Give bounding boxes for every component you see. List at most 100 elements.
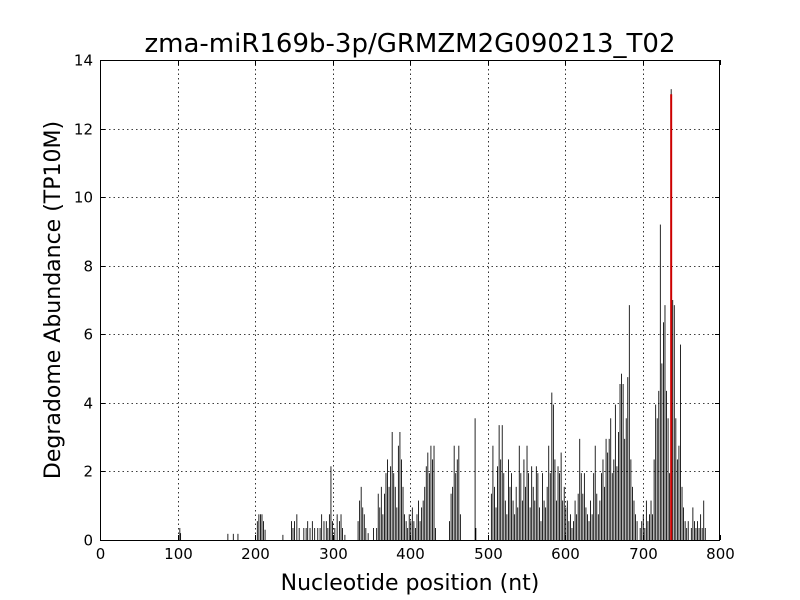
bar bbox=[556, 500, 557, 540]
bar bbox=[604, 486, 605, 540]
bar bbox=[258, 514, 260, 540]
bar bbox=[614, 404, 616, 540]
bar bbox=[619, 384, 621, 540]
bar bbox=[495, 507, 497, 540]
bar bbox=[180, 533, 182, 540]
bar bbox=[625, 418, 627, 540]
bar bbox=[344, 534, 346, 540]
bar bbox=[449, 521, 450, 540]
bar bbox=[669, 473, 671, 540]
bar bbox=[517, 507, 519, 540]
bar bbox=[399, 432, 401, 540]
bar bbox=[590, 500, 591, 540]
bar bbox=[580, 473, 582, 540]
y-tick-label: 0 bbox=[83, 532, 93, 550]
bar bbox=[415, 528, 416, 540]
bar bbox=[701, 528, 703, 540]
bar bbox=[330, 466, 332, 540]
bar bbox=[509, 486, 511, 540]
bar bbox=[570, 514, 571, 540]
bar bbox=[263, 521, 264, 540]
bar bbox=[385, 473, 387, 540]
bar bbox=[694, 521, 695, 540]
bar bbox=[535, 466, 537, 540]
bar bbox=[391, 432, 393, 540]
bar bbox=[678, 445, 680, 540]
bar bbox=[542, 473, 543, 540]
bar bbox=[543, 500, 545, 540]
bar bbox=[260, 514, 261, 540]
bar bbox=[291, 521, 292, 540]
bar bbox=[508, 459, 509, 540]
bar bbox=[560, 452, 562, 540]
bar bbox=[690, 528, 692, 540]
bar bbox=[659, 224, 661, 540]
bar bbox=[583, 473, 585, 540]
bar bbox=[339, 521, 340, 540]
x-tick-label: 400 bbox=[396, 545, 425, 563]
bar bbox=[664, 305, 666, 540]
bar bbox=[380, 486, 382, 540]
bar bbox=[684, 521, 686, 540]
bar bbox=[455, 473, 457, 540]
bar bbox=[563, 486, 565, 540]
bar bbox=[397, 445, 399, 540]
bar bbox=[593, 473, 595, 540]
bar bbox=[661, 363, 663, 540]
bar bbox=[633, 500, 635, 540]
bar bbox=[388, 486, 390, 540]
bar bbox=[328, 514, 330, 540]
bar bbox=[532, 486, 534, 540]
bar bbox=[453, 445, 455, 540]
bar bbox=[498, 425, 500, 540]
bar bbox=[591, 514, 593, 540]
y-tick-label: 4 bbox=[83, 395, 93, 413]
bar bbox=[376, 528, 378, 540]
bar bbox=[686, 528, 688, 540]
bar bbox=[427, 452, 429, 540]
bar bbox=[639, 528, 641, 540]
bar bbox=[411, 507, 413, 540]
bar bbox=[650, 500, 652, 540]
bar bbox=[390, 466, 392, 540]
bar bbox=[394, 486, 396, 540]
bar bbox=[658, 390, 660, 540]
x-tick-label: 700 bbox=[629, 545, 658, 563]
bar bbox=[605, 438, 607, 540]
bars-group bbox=[179, 89, 706, 540]
bar bbox=[645, 500, 647, 540]
bar bbox=[512, 500, 514, 540]
bar bbox=[282, 534, 284, 540]
bar bbox=[607, 452, 609, 540]
bar bbox=[627, 377, 629, 540]
bar bbox=[641, 521, 643, 540]
bar bbox=[540, 521, 542, 540]
bar bbox=[526, 445, 528, 540]
bar bbox=[323, 521, 325, 540]
bar bbox=[632, 486, 633, 540]
bar bbox=[232, 533, 234, 540]
bar bbox=[359, 500, 361, 540]
x-tick-label: 600 bbox=[551, 545, 580, 563]
bar bbox=[515, 486, 517, 540]
bar bbox=[672, 300, 674, 540]
bar bbox=[360, 486, 362, 540]
bar bbox=[579, 438, 581, 540]
bar bbox=[294, 521, 295, 540]
bar bbox=[432, 459, 433, 540]
bar bbox=[616, 466, 618, 540]
bar bbox=[413, 521, 415, 540]
bar bbox=[704, 528, 706, 540]
bar bbox=[676, 459, 678, 540]
bar bbox=[303, 528, 305, 540]
bar bbox=[652, 514, 653, 540]
bar bbox=[321, 514, 323, 540]
bar bbox=[365, 528, 367, 540]
bar bbox=[666, 390, 667, 540]
bar bbox=[256, 521, 258, 540]
x-tick-label: 200 bbox=[241, 545, 270, 563]
bar bbox=[602, 459, 604, 540]
bar bbox=[613, 459, 615, 540]
bar bbox=[539, 507, 540, 540]
bar bbox=[401, 459, 402, 540]
